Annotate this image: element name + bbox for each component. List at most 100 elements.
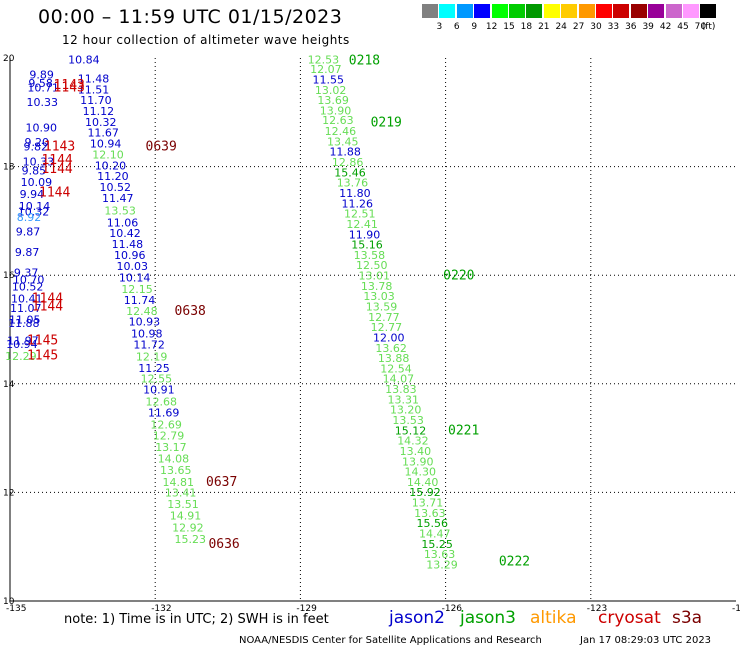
legend-swatch	[613, 4, 630, 18]
wave-height-point: 13.88	[378, 352, 410, 365]
legend-swatch	[578, 4, 595, 18]
wave-height-point: 11.05	[9, 314, 40, 327]
wave-height-point: 12.79	[153, 430, 185, 443]
legend-label: 33	[607, 22, 620, 32]
pass-time-label: 0636	[208, 537, 239, 552]
wave-height-point: 13.51	[167, 498, 199, 511]
wave-height-point: 10.42	[109, 227, 141, 240]
legend-swatch	[456, 4, 473, 18]
wave-height-point: 13.01	[358, 270, 390, 283]
wave-height-point: 10.52	[100, 181, 132, 194]
wave-height-point: 13.59	[366, 300, 398, 313]
wave-height-point: 12.48	[126, 305, 158, 318]
wave-height-point: 11.88	[329, 146, 361, 159]
wave-height-point: 9.87	[15, 246, 40, 259]
wave-height-point: 12.63	[322, 114, 354, 127]
legend-unit: (ft)	[701, 22, 716, 32]
wave-height-point: 11.97	[7, 335, 39, 348]
wave-height-point: 10.14	[19, 200, 50, 213]
pass-time-label: 0638	[175, 304, 206, 319]
wave-height-point: 13.41	[165, 487, 197, 500]
legend-label: 42	[659, 22, 672, 32]
pass-time-label: 0637	[206, 475, 237, 490]
wave-height-point: 13.83	[385, 383, 417, 396]
wave-height-point: 11.12	[83, 105, 115, 118]
legend-swatch	[683, 4, 699, 18]
pass-time-label: 1143	[44, 139, 75, 154]
wave-height-point: 13.40	[400, 445, 432, 458]
wave-height-point: 13.69	[317, 94, 349, 107]
legend-swatch	[700, 4, 717, 18]
pass-time-label: 1144	[41, 153, 72, 168]
legend-label: 9	[471, 22, 478, 32]
y-tick-label: 10	[3, 597, 15, 607]
wave-height-point: 10.90	[25, 121, 57, 134]
wave-height-point: 13.31	[388, 393, 420, 406]
wave-height-point: 10.33	[26, 96, 58, 109]
wave-height-point: 14.32	[397, 435, 429, 448]
wave-height-point: 14.40	[407, 476, 439, 489]
mission-altika: altika	[530, 608, 577, 628]
wave-height-point: 10.52	[12, 280, 44, 293]
wave-height-point: 12.69	[150, 418, 182, 431]
wave-height-point: 14.07	[383, 373, 415, 386]
source-credit: NOAA/NESDIS Center for Satellite Applica…	[239, 635, 542, 646]
x-tick-label: -129	[296, 604, 317, 614]
chart-subtitle: 12 hour collection of altimeter wave hei…	[62, 33, 350, 47]
chart-title: 00:00 – 11:59 UTC 01/15/2023	[38, 6, 343, 28]
legend-swatch	[491, 4, 508, 18]
wave-height-point: 10.33	[23, 156, 55, 169]
wave-height-point: 13.02	[315, 84, 347, 97]
mission-s3a: s3a	[672, 608, 703, 628]
legend-swatch	[630, 4, 647, 18]
wave-height-point: 13.03	[363, 290, 395, 303]
legend-label: 12	[485, 22, 498, 32]
wave-height-point: 12.53	[308, 53, 340, 66]
wave-height-point: 15.12	[395, 424, 427, 437]
wave-height-point: 13.63	[414, 507, 446, 520]
wave-height-point: 12.46	[325, 125, 357, 138]
legend-label: 70	[694, 22, 707, 32]
wave-height-point: 10.32	[18, 205, 50, 218]
pass-time-label: 0221	[448, 423, 479, 438]
legend-label: 45	[677, 22, 689, 32]
mission-jason3: jason3	[460, 608, 516, 628]
wave-height-point: 11.74	[124, 294, 155, 307]
wave-height-point: 11.69	[148, 406, 180, 419]
wave-height-point: 11.51	[78, 83, 110, 96]
mission-jason2: jason2	[389, 608, 445, 628]
wave-height-point: 13.63	[424, 548, 456, 561]
wave-height-point: 11.80	[339, 187, 371, 200]
legend-swatch	[422, 4, 438, 18]
pass-time-label: 0219	[371, 115, 402, 130]
wave-height-point: 10.91	[143, 384, 175, 397]
wave-height-point: 13.45	[327, 135, 359, 148]
pass-time-label: 1144	[39, 185, 70, 200]
legend-swatch	[596, 4, 612, 18]
wave-height-point: 9.82	[24, 140, 49, 153]
wave-height-point: 10.03	[116, 260, 148, 273]
pass-time-label: 1145	[27, 334, 58, 349]
wave-height-point: 9.89	[29, 69, 54, 82]
wave-height-point: 10.84	[68, 53, 100, 66]
wave-height-point: 13.53	[392, 414, 424, 427]
wave-height-point: 12.41	[346, 218, 378, 231]
y-tick-label: 16	[3, 271, 15, 281]
wave-height-point: 12.51	[344, 208, 376, 221]
x-tick-label: -120	[732, 604, 740, 614]
pass-time-label: 0218	[349, 54, 380, 69]
wave-height-point: 10.41	[11, 292, 43, 305]
wave-height-point: 10.32	[85, 116, 117, 129]
wave-height-point: 12.15	[121, 283, 153, 296]
footnote: note: 1) Time is in UTC; 2) SWH is in fe…	[64, 612, 329, 627]
wave-height-point: 11.47	[102, 192, 133, 205]
wave-height-point: 10.20	[95, 159, 127, 172]
wave-height-point: 9.87	[16, 226, 41, 239]
legend-label: 6	[453, 22, 460, 32]
wave-height-point: 10.14	[119, 272, 150, 285]
legend-label: 36	[625, 22, 637, 32]
wave-height-point: 10.93	[129, 316, 161, 329]
wave-height-point: 9.37	[14, 266, 39, 279]
legend-label: 3	[436, 22, 443, 32]
